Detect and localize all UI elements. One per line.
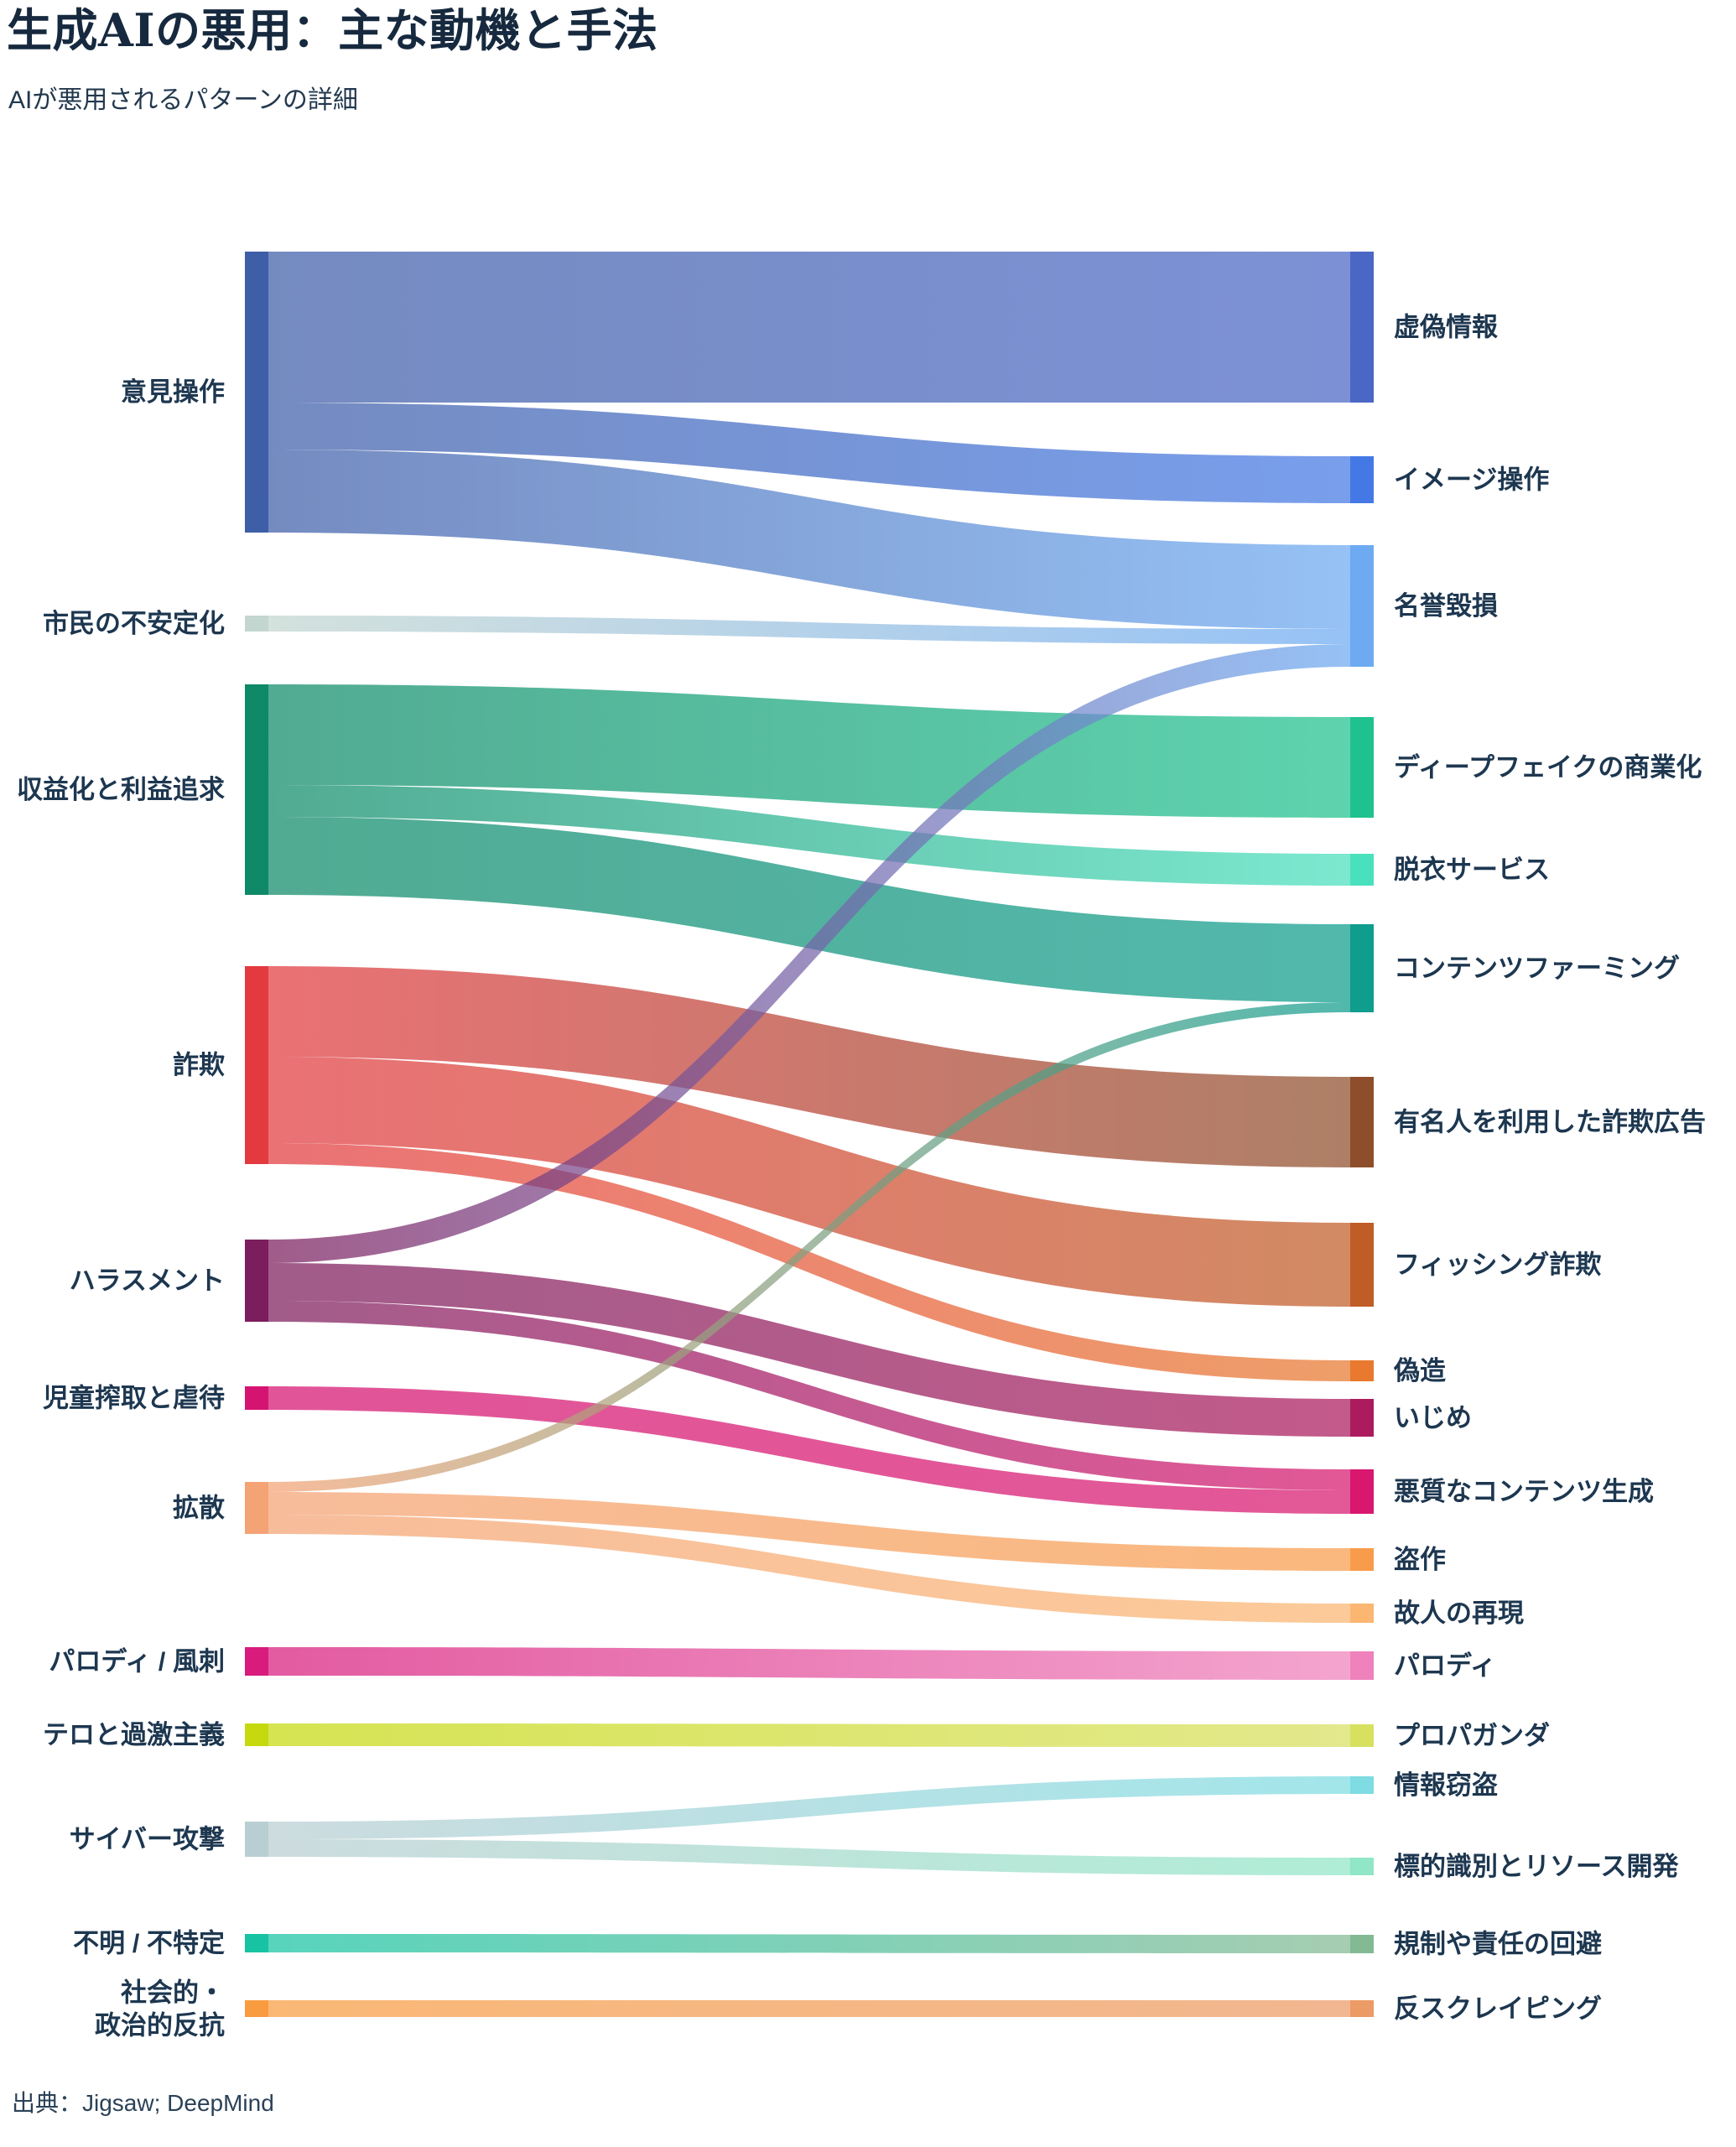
sankey-label-propaganda: プロパガンダ xyxy=(1394,1721,1550,1750)
sankey-link-child_exploitation-malicious_content xyxy=(268,1386,1350,1514)
sankey-node-anti_scraping xyxy=(1350,2000,1374,2017)
sankey-link-fraud-phishing xyxy=(268,1057,1350,1307)
sankey-node-image_manip xyxy=(1350,456,1374,503)
sankey-link-harassment-malicious_content xyxy=(268,1301,1350,1490)
sankey-node-bullying xyxy=(1350,1399,1374,1437)
sankey-node-cyber xyxy=(245,1822,268,1857)
sankey-label-info_theft: 情報窃盗 xyxy=(1394,1770,1498,1800)
sankey-node-citizens xyxy=(245,616,268,632)
sankey-link-opinion-defamation xyxy=(268,450,1350,629)
sankey-node-malicious_content xyxy=(1350,1469,1374,1514)
sankey-node-celebrity_ads xyxy=(1350,1077,1374,1167)
sankey-label-defamation: 名誉毀損 xyxy=(1394,591,1498,621)
sankey-link-fraud-celebrity_ads xyxy=(268,966,1350,1167)
sankey-label-opinion: 意見操作 xyxy=(121,377,225,407)
sankey-node-defamation xyxy=(1350,545,1374,667)
sankey-link-opinion-image_manip xyxy=(268,403,1350,503)
sankey-label-social_resistance: 社会的・政治的反抗 xyxy=(95,1978,225,2040)
sankey-label-cyber: サイバー攻撃 xyxy=(70,1825,225,1854)
sankey-label-bullying: いじめ xyxy=(1394,1403,1472,1432)
sankey-node-forgery xyxy=(1350,1360,1374,1381)
sankey-node-content_farming xyxy=(1350,924,1374,1012)
sankey-label-content_farming: コンテンツファーミング xyxy=(1394,954,1680,983)
sankey-link-monetization-content_farming xyxy=(268,817,1350,1002)
sankey-link-monetization-undressing xyxy=(268,785,1350,886)
sankey-label-spread: 拡散 xyxy=(173,1494,225,1523)
sankey-label-undressing: 脱衣サービス xyxy=(1394,855,1550,885)
sankey-node-false_info xyxy=(1350,252,1374,403)
sankey-link-spread-plagiarism xyxy=(268,1492,1350,1571)
sankey-node-terrorism xyxy=(245,1723,268,1746)
sankey-node-propaganda xyxy=(1350,1724,1374,1747)
sankey-link-cyber-info_theft xyxy=(268,1776,1350,1839)
page-title: 生成AIの悪用：主な動機と手法 xyxy=(7,3,658,57)
source-attribution: 出典：Jigsaw; DeepMind xyxy=(12,2090,274,2116)
sankey-link-cyber-targeting xyxy=(268,1839,1350,1875)
sankey-node-deepfake_comm xyxy=(1350,717,1374,818)
sankey-label-anti_scraping: 反スクレイピング xyxy=(1394,1994,1602,2024)
sankey-label-forgery: 偽造 xyxy=(1393,1356,1446,1385)
sankey-label-parody: パロディ xyxy=(1394,1651,1496,1681)
sankey-node-opinion xyxy=(245,252,268,533)
sankey-node-unknown xyxy=(245,1934,268,1952)
sankey-node-deceased xyxy=(1350,1604,1374,1623)
sankey-label-malicious_content: 悪質なコンテンツ生成 xyxy=(1394,1477,1654,1506)
sankey-label-celebrity_ads: 有名人を利用した詐欺広告 xyxy=(1394,1108,1706,1137)
sankey-node-info_theft xyxy=(1350,1776,1374,1794)
sankey-label-unknown: 不明 / 不特定 xyxy=(73,1929,225,1958)
sankey-link-social_resistance-anti_scraping xyxy=(268,2000,1350,2017)
page-subtitle: AIが悪用されるパターンの詳細 xyxy=(8,86,358,114)
sankey-link-citizens-defamation xyxy=(268,616,1350,644)
sankey-link-spread-content_farming xyxy=(268,1002,1350,1492)
sankey-link-harassment-bullying xyxy=(268,1263,1350,1437)
sankey-node-plagiarism xyxy=(1350,1548,1374,1571)
sankey-label-deepfake_comm: ディープフェイクの商業化 xyxy=(1394,753,1702,782)
sankey-label-terrorism: テロと過激主義 xyxy=(43,1720,225,1749)
sankey-node-parody_satire xyxy=(245,1647,268,1676)
sankey-link-harassment-defamation xyxy=(268,644,1350,1263)
sankey-label-parody_satire: パロディ / 風刺 xyxy=(49,1647,225,1677)
sankey-node-undressing xyxy=(1350,854,1374,886)
sankey-node-spread xyxy=(245,1482,268,1534)
sankey-label-fraud: 詐欺 xyxy=(173,1051,225,1080)
sankey-node-child_exploitation xyxy=(245,1386,268,1410)
sankey-node-targeting xyxy=(1350,1858,1374,1875)
sankey-label-image_manip: イメージ操作 xyxy=(1394,465,1549,495)
sankey-node-monetization xyxy=(245,684,268,895)
sankey-node-social_resistance xyxy=(245,2000,268,2017)
sankey-label-false_info: 虚偽情報 xyxy=(1394,313,1499,342)
sankey-node-regulation_avoidance xyxy=(1350,1935,1374,1953)
sankey-link-opinion-false_info xyxy=(268,252,1350,403)
sankey-label-phishing: フィッシング詐欺 xyxy=(1394,1250,1601,1280)
sankey-label-deceased: 故人の再現 xyxy=(1394,1599,1524,1628)
sankey-label-child_exploitation: 児童搾取と虐待 xyxy=(43,1384,225,1413)
sankey-label-monetization: 収益化と利益追求 xyxy=(17,775,225,804)
sankey-link-terrorism-propaganda xyxy=(268,1723,1350,1747)
sankey-label-plagiarism: 盗作 xyxy=(1394,1545,1446,1574)
sankey-label-citizens: 市民の不安定化 xyxy=(43,609,225,638)
sankey-link-unknown-regulation_avoidance xyxy=(268,1934,1350,1953)
sankey-node-fraud xyxy=(245,966,268,1164)
sankey-link-spread-deceased xyxy=(268,1515,1350,1623)
sankey-label-targeting: 標的識別とリソース開発 xyxy=(1394,1852,1679,1881)
sankey-label-harassment: ハラスメント xyxy=(70,1266,225,1296)
sankey-node-phishing xyxy=(1350,1223,1374,1307)
sankey-link-parody_satire-parody xyxy=(268,1647,1350,1680)
sankey-label-regulation_avoidance: 規制や責任の回避 xyxy=(1394,1930,1602,1959)
sankey-node-harassment xyxy=(245,1240,268,1322)
sankey-node-parody xyxy=(1350,1651,1374,1680)
sankey-link-fraud-forgery xyxy=(268,1143,1350,1381)
